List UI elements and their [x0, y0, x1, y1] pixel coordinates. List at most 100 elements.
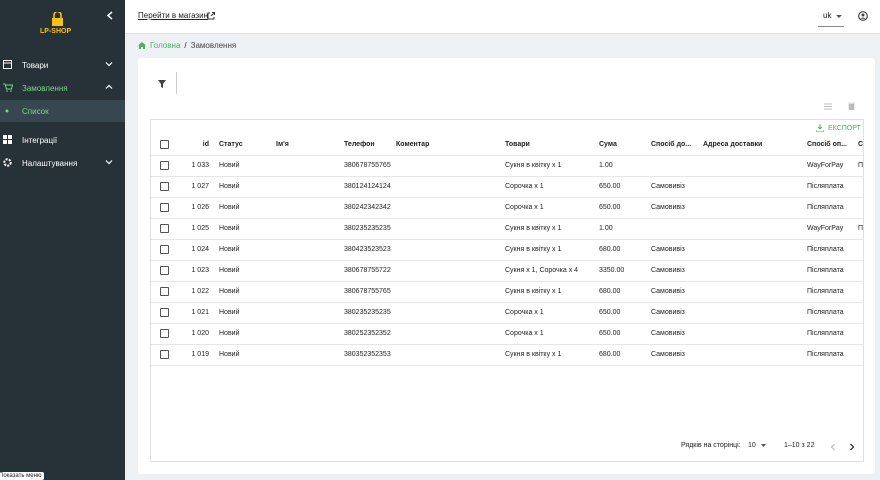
table-row[interactable]: 1 022 Новий 380678755765 Сукня в квітку x 1…	[151, 281, 863, 303]
cell: 650.00	[599, 330, 621, 337]
cell: Сукня в квітку x 1	[505, 162, 562, 169]
table-row[interactable]: 1 033 Новий 380678755765 Сукня в квітку x 1…	[151, 155, 863, 177]
menu-label: Список	[22, 106, 49, 116]
column-header: Спосіб до...	[651, 141, 692, 148]
cell: WayForPay	[807, 225, 844, 232]
rows-per-page: 10	[748, 442, 756, 449]
rows-per-page-label: Рядків на сторінці:	[681, 442, 741, 449]
cell: Новий	[219, 225, 240, 232]
breadcrumb-current: Замовлення	[190, 41, 237, 50]
checkbox[interactable]	[160, 329, 169, 338]
cell: Післяплата	[807, 267, 844, 274]
cell: Самовивіз	[651, 309, 685, 316]
cell: Самовивіз	[651, 351, 685, 358]
header-row: id Статус Ім'я Телефон Коментар Товари Сума Спо…	[151, 134, 863, 156]
export-button[interactable]: ЕКСПОРТ	[816, 124, 861, 132]
cell: 650.00	[599, 183, 621, 190]
delete-button[interactable]	[848, 102, 855, 110]
cell: 380242342342	[344, 204, 391, 211]
column-header: Ім'я	[276, 141, 289, 148]
checkbox[interactable]	[160, 140, 169, 149]
cell: Новий	[219, 267, 240, 274]
cell: Сорочка x 1	[505, 204, 544, 211]
cell: 1 022	[191, 288, 209, 295]
cell: 680.00	[599, 351, 621, 358]
menu-item[interactable]: Налаштування	[0, 152, 125, 174]
logo-text: LP-SHOP	[40, 28, 72, 35]
cell: 1 025	[191, 225, 209, 232]
checkbox[interactable]	[160, 287, 169, 296]
logo-icon	[52, 12, 63, 26]
cell: Післяплата	[807, 288, 844, 295]
menu-item[interactable]: Замовлення	[0, 77, 125, 99]
cell: 650.00	[599, 309, 621, 316]
collapse-button[interactable]	[106, 11, 114, 20]
menu-item[interactable]: Товари	[0, 54, 125, 76]
store-link[interactable]: Перейти в магазин	[138, 11, 208, 20]
sidebar: LP-SHOP Товари Замовлення Список Інтегра…	[0, 0, 125, 480]
column-header: Адреса доставки	[703, 141, 763, 148]
checkbox[interactable]	[160, 224, 169, 233]
menu-label: Товари	[22, 60, 49, 70]
page-range: 1–10 з 22	[784, 442, 815, 449]
table-row[interactable]: 1 027 Новий 380124124124 Сорочка x 1 650.00 С…	[151, 176, 863, 198]
columns-button[interactable]	[824, 103, 832, 110]
cell: Сорочка x 1	[505, 330, 544, 337]
cell: Сорочка x 1	[505, 183, 544, 190]
cell: Післяплата	[807, 183, 844, 190]
checkbox[interactable]	[160, 350, 169, 359]
cell: Новий	[219, 246, 240, 253]
cell: Новий	[219, 309, 240, 316]
cell: Новий	[219, 330, 240, 337]
cell: 380678755722	[344, 267, 391, 274]
table-row[interactable]: 1 019 Новий 380352352353 Сукня в квітку x 1…	[151, 344, 863, 366]
cell: Самовивіз	[651, 267, 685, 274]
table-row[interactable]: 1 026 Новий 380242342342 Сорочка x 1 650.00 С…	[151, 197, 863, 219]
menu-item[interactable]: Інтеграції	[0, 129, 125, 151]
filter-button[interactable]	[158, 80, 166, 88]
checkbox[interactable]	[160, 245, 169, 254]
language-select[interactable]: uk	[818, 8, 844, 27]
language: uk	[823, 11, 832, 20]
checkbox[interactable]	[160, 266, 169, 275]
cell: 680.00	[599, 288, 621, 295]
cell: 380124124124	[344, 183, 391, 190]
table-row[interactable]: 1 025 Новий 380235235235 Сукня в квітку x 1…	[151, 218, 863, 240]
prev-page[interactable]	[830, 443, 836, 451]
submenu-item[interactable]: Список	[0, 100, 125, 122]
cell: 380235235235	[344, 309, 391, 316]
cell: Самовивіз	[651, 183, 685, 190]
checkbox[interactable]	[160, 203, 169, 212]
account-icon[interactable]	[858, 11, 868, 21]
table-row[interactable]: 1 021 Новий 380235235235 Сорочка x 1 650.00 С…	[151, 302, 863, 324]
table-row[interactable]: 1 023 Новий 380678755722 Сукня x 1, Сорочка…	[151, 260, 863, 282]
cell: Сукня в квітку x 1	[505, 246, 562, 253]
cell: 1.00	[599, 162, 613, 169]
cell: 1.00	[599, 225, 613, 232]
cell: Самовивіз	[651, 330, 685, 337]
cell: 380423523523	[344, 246, 391, 253]
cell: Сукня в квітку x 1	[505, 288, 562, 295]
cell: 1 019	[191, 351, 209, 358]
cell: 650.00	[599, 204, 621, 211]
cell: 680.00	[599, 246, 621, 253]
checkbox[interactable]	[160, 161, 169, 170]
cell: Сукня в квітку x 1	[505, 351, 562, 358]
top-bar: Перейти в магазин uk	[125, 0, 880, 34]
next-page[interactable]	[849, 443, 855, 451]
cell: Новий	[219, 204, 240, 211]
tooltip: Показать меню	[0, 472, 45, 480]
table-row[interactable]: 1 024 Новий 380423523523 Сукня в квітку x 1…	[151, 239, 863, 261]
breadcrumb: Головна / Замовлення	[138, 41, 236, 50]
rows-per-page-select[interactable]: 10	[748, 442, 766, 449]
content-card: ЕКСПОРТ id Статус Ім'я Телефон Коментар Товар…	[138, 58, 875, 474]
table-row[interactable]: 1 020 Новий 380252352352 Сорочка x 1 650.00 С…	[151, 323, 863, 345]
column-header: Телефон	[344, 141, 375, 148]
checkbox[interactable]	[160, 182, 169, 191]
export-label: ЕКСПОРТ	[828, 124, 861, 132]
cell: Самовивіз	[651, 246, 685, 253]
checkbox[interactable]	[160, 308, 169, 317]
cell: Сукня x 1, Сорочка x 4	[505, 267, 579, 274]
breadcrumb-home[interactable]: Головна	[150, 41, 181, 50]
cell: Сукня в квітку x 1	[505, 225, 562, 232]
